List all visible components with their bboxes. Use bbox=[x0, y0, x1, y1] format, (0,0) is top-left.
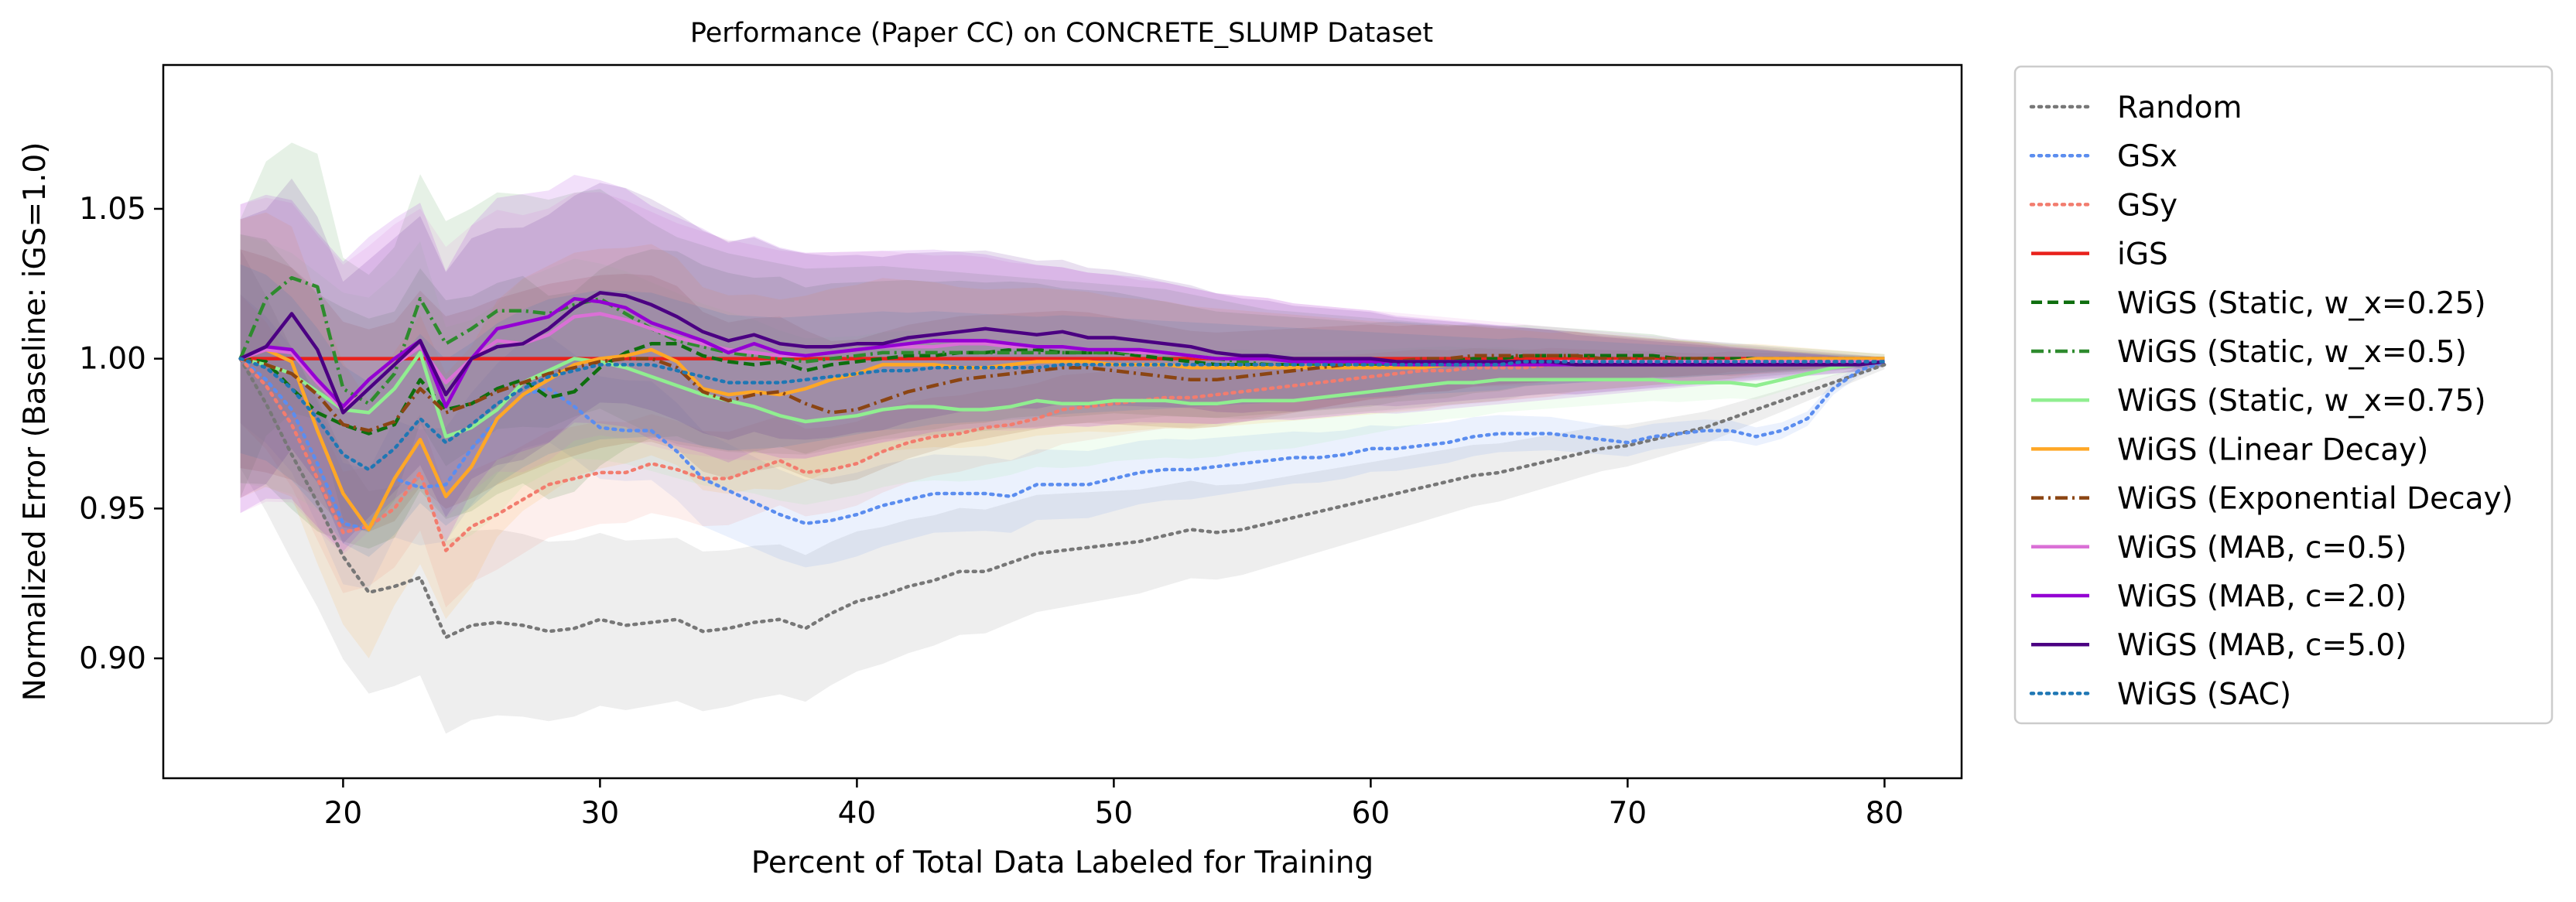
band-1 bbox=[240, 294, 1885, 589]
legend-label: WiGS (SAC) bbox=[2117, 677, 2291, 712]
y-tick-label: 0.90 bbox=[79, 641, 146, 676]
series-line-5 bbox=[238, 275, 1885, 406]
x-tick-label: 70 bbox=[1609, 796, 1647, 831]
series-lines bbox=[238, 275, 1887, 640]
series-line-11 bbox=[239, 291, 1885, 415]
chart-title: Performance (Paper CC) on CONCRETE_SLUMP… bbox=[690, 18, 1433, 49]
legend-label: WiGS (Static, w_x=0.5) bbox=[2117, 335, 2467, 370]
legend-label: WiGS (MAB, c=0.5) bbox=[2117, 531, 2407, 565]
legend-label: WiGS (Static, w_x=0.75) bbox=[2117, 384, 2486, 419]
series-line-0 bbox=[238, 357, 1887, 640]
x-axis-ticks: 20 30 40 50 60 70 80 bbox=[324, 778, 1904, 831]
band-4 bbox=[240, 234, 1885, 549]
legend: Random GSx GSy iGS WiGS (Static, w_x=0.25) Wi… bbox=[2013, 65, 2554, 725]
legend-label: WiGS (MAB, c=5.0) bbox=[2117, 628, 2407, 663]
x-tick-label: 40 bbox=[838, 796, 877, 831]
band-5 bbox=[240, 142, 1885, 533]
legend-label: Random bbox=[2117, 91, 2242, 125]
series-line-12 bbox=[238, 357, 1887, 472]
y-tick-label: 1.00 bbox=[79, 342, 146, 377]
legend-label: GSy bbox=[2117, 188, 2177, 223]
plot-frame bbox=[162, 63, 1963, 780]
legend-label: WiGS (Static, w_x=0.25) bbox=[2117, 286, 2486, 321]
band-8 bbox=[240, 249, 1885, 532]
series-line-8 bbox=[240, 354, 1885, 432]
series-line-6 bbox=[240, 350, 1885, 439]
band-0 bbox=[240, 249, 1885, 734]
y-tick-label: 0.95 bbox=[79, 491, 146, 526]
x-tick-label: 30 bbox=[581, 796, 620, 831]
x-tick-label: 60 bbox=[1352, 796, 1391, 831]
legend-frame bbox=[2013, 65, 2554, 725]
legend-label: WiGS (Linear Decay) bbox=[2117, 432, 2428, 467]
band-2 bbox=[240, 294, 1885, 608]
legend-label: GSx bbox=[2117, 139, 2177, 174]
band-9 bbox=[240, 192, 1885, 555]
series-line-4 bbox=[240, 342, 1885, 436]
y-tick-label: 1.05 bbox=[79, 192, 146, 227]
y-axis-ticks: 0.90 0.95 1.00 1.05 bbox=[79, 192, 163, 676]
y-axis-title: Normalized Error (Baseline: iGS=1.0) bbox=[18, 142, 53, 702]
x-tick-label: 80 bbox=[1866, 796, 1904, 831]
legend-label: WiGS (MAB, c=2.0) bbox=[2117, 579, 2407, 614]
legend-label: iGS bbox=[2117, 237, 2168, 272]
band-6 bbox=[240, 234, 1885, 546]
x-axis-title: Percent of Total Data Labeled for Traini… bbox=[751, 846, 1374, 880]
x-tick-label: 50 bbox=[1095, 796, 1134, 831]
x-tick-label: 20 bbox=[324, 796, 363, 831]
legend-label: WiGS (Exponential Decay) bbox=[2117, 482, 2513, 517]
